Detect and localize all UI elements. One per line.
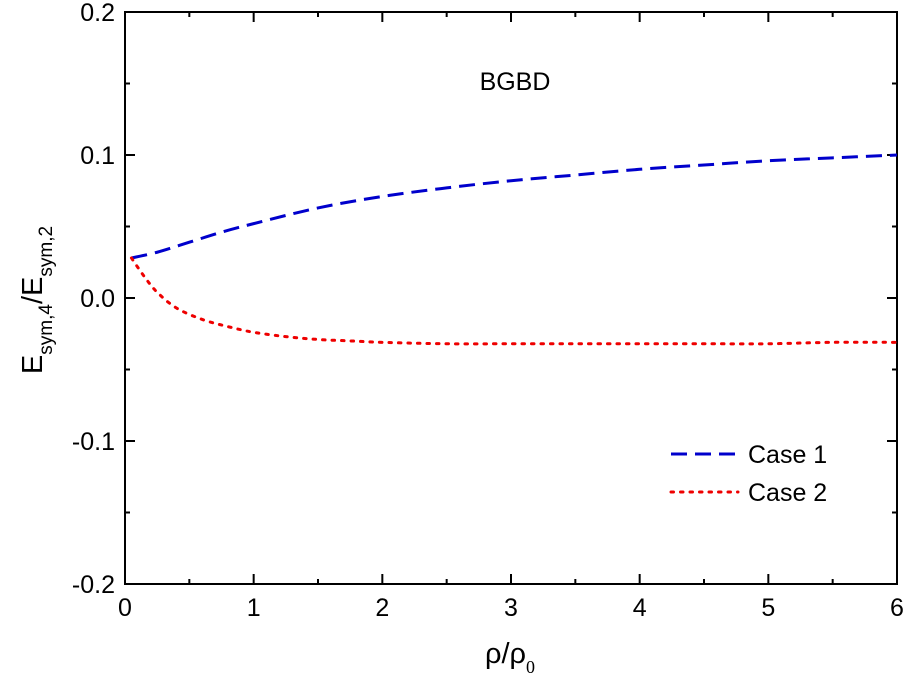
x-tick-label: 3: [504, 594, 518, 622]
y-tick-label: -0.2: [72, 571, 115, 599]
x-axis-label: ρ/ρ0: [485, 638, 535, 677]
y-tick-label: -0.1: [72, 428, 115, 456]
x-tick-label: 5: [761, 594, 775, 622]
chart-annotation: BGBD: [480, 68, 551, 96]
y-axis-label: Esym,4/Esym,2: [17, 226, 57, 374]
y-tick-label: 0.1: [80, 142, 115, 170]
series-line-1: [131, 153, 898, 260]
legend-label-case-2: Case 2: [748, 479, 827, 507]
x-tick-label: 1: [247, 594, 261, 622]
axes: 0 1 2 3 4 5 6 -0.2 -0.1 0.0 0.1 0.2: [72, 0, 904, 622]
y-axis-label-slash: /E: [17, 277, 49, 304]
x-tick-label: 2: [375, 594, 389, 622]
y-axis-label-sub2: sym,2: [36, 226, 57, 277]
legend-label-case-1: Case 1: [748, 441, 827, 469]
x-axis-label-main: ρ/ρ: [485, 638, 526, 670]
y-axis-label-e1: E: [17, 355, 49, 374]
y-axis-label-sub1: sym,4: [36, 304, 57, 355]
legend: Case 1 Case 2: [669, 441, 827, 507]
y-tick-label: 0.0: [80, 285, 115, 313]
series-layer: [129, 153, 899, 346]
x-tick-label: 0: [118, 594, 132, 622]
x-tick-label: 6: [890, 594, 904, 622]
series-line-2: [129, 256, 899, 346]
x-tick-label: 4: [633, 594, 647, 622]
y-tick-label: 0.2: [80, 0, 115, 27]
x-axis-label-subscript: 0: [526, 657, 535, 677]
